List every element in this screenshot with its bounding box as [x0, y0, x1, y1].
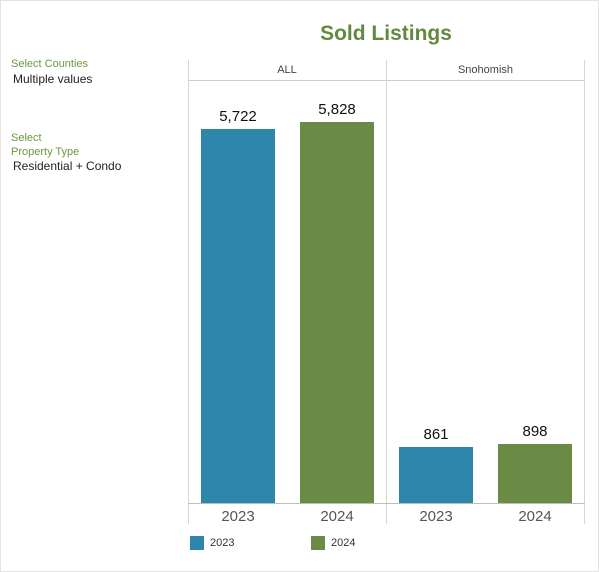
legend-swatch-2023: [190, 536, 204, 550]
panel-header-snohomish: Snohomish: [387, 60, 584, 81]
legend-label-2023: 2023: [210, 537, 235, 549]
data-label-snohomish-2023: 861: [423, 425, 449, 443]
property-filter-label-line1: Select: [11, 132, 42, 144]
panel-divider-left: [188, 60, 189, 524]
counties-filter-label: Select Counties: [11, 58, 89, 70]
x-tick-all-2023: 2023: [221, 508, 255, 525]
x-axis-line: [188, 503, 585, 504]
property-filter-label-line2: Property Type: [11, 146, 80, 158]
property-filter-value[interactable]: Residential + Condo: [13, 159, 122, 173]
data-label-all-2024: 5,828: [318, 101, 356, 119]
legend-item-2023[interactable]: 2023: [190, 536, 234, 550]
x-tick-snohomish-2023: 2023: [419, 508, 453, 525]
bar-snohomish-2023[interactable]: [399, 446, 473, 503]
chart-title: Sold Listings: [320, 22, 452, 45]
legend-label-2024: 2024: [331, 537, 356, 549]
data-label-snohomish-2024: 898: [522, 423, 548, 441]
legend-swatch-2024: [311, 536, 325, 550]
panel-header-all: ALL: [188, 60, 386, 81]
panel-divider-middle: [386, 60, 387, 524]
x-tick-snohomish-2024: 2024: [518, 508, 552, 525]
bar-all-2024[interactable]: [300, 122, 374, 503]
bar-snohomish-2024[interactable]: [498, 444, 572, 503]
data-label-all-2023: 5,722: [219, 108, 257, 126]
legend-item-2024[interactable]: 2024: [311, 536, 355, 550]
counties-filter-value[interactable]: Multiple values: [13, 72, 93, 86]
bar-all-2023[interactable]: [201, 129, 275, 503]
x-tick-all-2024: 2024: [320, 508, 354, 525]
panel-divider-right: [584, 60, 585, 524]
